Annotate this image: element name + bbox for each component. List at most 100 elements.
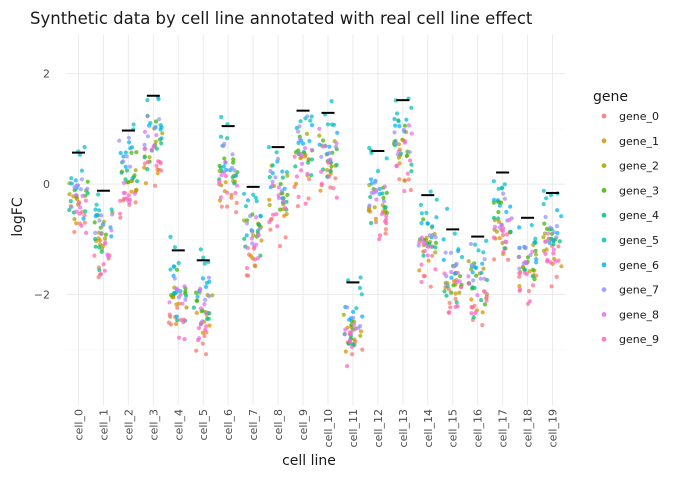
data-point-gene_9 [334, 195, 339, 200]
data-point-gene_3 [530, 267, 536, 272]
x-tick-label: cell_17 [497, 409, 510, 447]
data-point-gene_9 [102, 268, 107, 273]
data-point-gene_1 [252, 263, 257, 268]
x-tick-label: cell_4 [172, 409, 185, 440]
data-point-gene_5 [419, 211, 424, 216]
data-point-gene_3 [231, 160, 236, 165]
data-point-gene_6 [495, 198, 500, 203]
data-point-gene_5 [491, 179, 496, 184]
data-point-gene_5 [418, 202, 423, 207]
data-point-gene_9 [402, 189, 407, 194]
data-point-gene_9 [394, 164, 399, 169]
data-point-gene_5 [329, 99, 334, 104]
data-point-gene_3 [402, 123, 407, 128]
data-point-gene_4 [421, 253, 426, 258]
data-point-gene_6 [393, 123, 398, 128]
data-point-gene_6 [425, 221, 430, 226]
data-point-gene_9 [459, 285, 464, 290]
data-point-gene_1 [248, 253, 253, 259]
data-point-gene_9 [196, 337, 201, 343]
data-point-gene_5 [354, 306, 359, 311]
data-point-gene_9 [473, 310, 478, 315]
data-point-gene_8 [254, 215, 259, 220]
data-point-gene_7 [69, 204, 74, 209]
data-point-gene_4 [119, 170, 124, 175]
data-point-gene_5 [254, 199, 259, 204]
legend-key-gene_9 [601, 336, 607, 342]
legend-label: gene_9 [619, 333, 659, 346]
data-point-gene_8 [223, 160, 228, 165]
data-point-gene_0 [307, 177, 312, 182]
data-point-gene_2 [481, 266, 486, 271]
data-point-gene_0 [234, 210, 239, 215]
data-point-gene_5 [251, 192, 256, 197]
data-point-gene_9 [527, 299, 533, 304]
data-point-gene_6 [81, 216, 86, 221]
data-point-gene_4 [409, 169, 414, 174]
data-point-gene_7 [93, 230, 98, 235]
data-point-gene_4 [334, 162, 339, 167]
data-point-gene_1 [207, 323, 212, 328]
data-point-gene_9 [331, 186, 336, 191]
data-point-gene_4 [191, 305, 196, 310]
data-point-gene_2 [72, 217, 77, 222]
data-point-gene_0 [72, 229, 77, 235]
data-point-gene_6 [123, 164, 128, 169]
data-point-gene_6 [508, 204, 513, 209]
data-point-gene_9 [405, 171, 410, 176]
data-point-gene_8 [167, 300, 172, 305]
data-point-gene_9 [469, 311, 474, 316]
data-point-gene_5 [172, 245, 178, 250]
data-point-gene_7 [79, 177, 84, 182]
data-point-gene_6 [159, 125, 164, 130]
legend-key-gene_8 [601, 312, 607, 317]
data-point-gene_8 [303, 146, 308, 151]
data-point-gene_8 [225, 190, 230, 195]
data-point-gene_4 [175, 318, 180, 323]
data-point-gene_9 [403, 139, 408, 144]
x-tick-label: cell_13 [397, 409, 410, 447]
data-point-gene_7 [356, 325, 361, 331]
data-point-gene_7 [501, 191, 506, 196]
data-point-gene_4 [309, 157, 314, 162]
data-point-gene_3 [496, 210, 501, 215]
data-point-gene_8 [517, 254, 522, 259]
data-point-gene_1 [402, 178, 407, 183]
data-point-gene_5 [274, 150, 279, 155]
legend-label: gene_8 [619, 308, 659, 321]
data-point-gene_6 [404, 117, 409, 122]
x-tick-label: cell_6 [222, 409, 235, 440]
data-point-gene_7 [517, 266, 522, 271]
data-point-gene_3 [194, 290, 199, 295]
data-point-gene_7 [250, 241, 255, 246]
data-point-gene_0 [234, 200, 239, 205]
data-point-gene_7 [392, 130, 397, 135]
data-point-gene_8 [222, 170, 227, 175]
data-point-gene_7 [273, 175, 278, 180]
data-point-gene_6 [195, 294, 200, 299]
data-point-gene_4 [409, 162, 414, 167]
data-point-gene_9 [294, 174, 299, 179]
data-point-gene_0 [408, 187, 413, 193]
data-point-gene_6 [470, 270, 475, 275]
data-point-gene_9 [408, 158, 413, 163]
data-point-gene_9 [303, 201, 308, 206]
data-point-gene_9 [274, 212, 279, 217]
data-point-gene_5 [131, 122, 136, 127]
data-point-gene_6 [419, 221, 424, 226]
data-point-gene_8 [320, 144, 325, 149]
data-point-gene_9 [83, 198, 88, 203]
data-point-gene_6 [392, 116, 397, 122]
data-point-gene_8 [74, 183, 79, 188]
data-point-gene_8 [249, 236, 254, 241]
data-point-gene_9 [198, 321, 204, 326]
data-point-gene_7 [85, 186, 90, 191]
data-point-gene_5 [452, 231, 457, 236]
data-point-gene_8 [406, 123, 412, 128]
x-tick-label: cell_3 [147, 409, 160, 440]
legend-label: gene_6 [619, 259, 659, 272]
data-point-gene_4 [293, 164, 298, 169]
data-point-gene_9 [377, 237, 382, 242]
data-point-gene_7 [206, 275, 212, 280]
